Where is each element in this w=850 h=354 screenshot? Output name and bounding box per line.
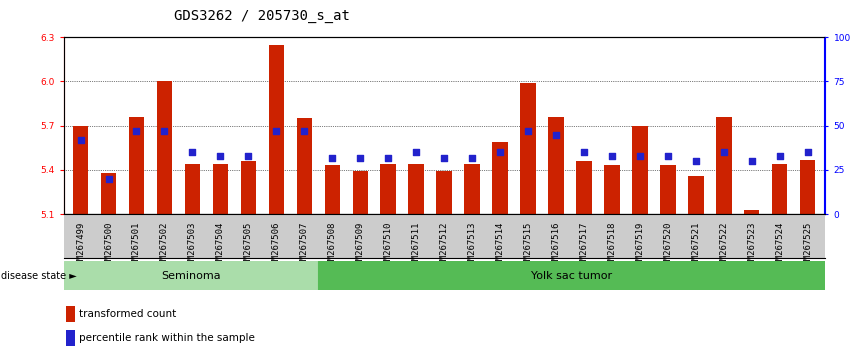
Bar bbox=[156, 81, 173, 214]
Bar bbox=[269, 45, 284, 214]
Point bbox=[745, 158, 758, 164]
Bar bbox=[353, 171, 368, 214]
Bar bbox=[688, 176, 704, 214]
Point bbox=[102, 176, 116, 182]
Bar bbox=[772, 164, 787, 214]
Text: Yolk sac tumor: Yolk sac tumor bbox=[530, 271, 612, 281]
Text: GDS3262 / 205730_s_at: GDS3262 / 205730_s_at bbox=[174, 9, 350, 23]
Point bbox=[326, 155, 339, 160]
Bar bbox=[660, 165, 676, 214]
Point bbox=[465, 155, 479, 160]
Bar bbox=[548, 117, 564, 214]
Point bbox=[661, 153, 675, 159]
Point bbox=[801, 149, 814, 155]
Point bbox=[185, 149, 199, 155]
Bar bbox=[409, 164, 424, 214]
Bar bbox=[576, 161, 592, 214]
Bar bbox=[212, 164, 228, 214]
Point bbox=[437, 155, 451, 160]
Text: transformed count: transformed count bbox=[79, 309, 176, 319]
Point bbox=[269, 128, 283, 134]
Bar bbox=[436, 171, 452, 214]
Bar bbox=[101, 173, 116, 214]
Point bbox=[717, 149, 731, 155]
Point bbox=[605, 153, 619, 159]
Bar bbox=[73, 126, 88, 214]
Bar bbox=[64, 261, 318, 290]
Bar bbox=[325, 165, 340, 214]
Point bbox=[130, 128, 144, 134]
Text: percentile rank within the sample: percentile rank within the sample bbox=[79, 332, 255, 343]
Bar bbox=[492, 142, 507, 214]
Point bbox=[298, 128, 311, 134]
Text: Seminoma: Seminoma bbox=[162, 271, 221, 281]
Point bbox=[410, 149, 423, 155]
Bar bbox=[632, 126, 648, 214]
Point bbox=[213, 153, 227, 159]
Bar bbox=[800, 160, 815, 214]
Bar bbox=[297, 118, 312, 214]
Bar bbox=[241, 161, 256, 214]
Point bbox=[493, 149, 507, 155]
Point bbox=[241, 153, 255, 159]
Bar bbox=[65, 330, 75, 346]
Bar bbox=[318, 261, 824, 290]
Bar bbox=[129, 117, 144, 214]
Point bbox=[157, 128, 171, 134]
Point bbox=[354, 155, 367, 160]
Point bbox=[382, 155, 395, 160]
Point bbox=[521, 128, 535, 134]
Point bbox=[689, 158, 703, 164]
Bar bbox=[184, 164, 200, 214]
Bar bbox=[464, 164, 479, 214]
Bar bbox=[381, 164, 396, 214]
Point bbox=[74, 137, 88, 143]
Bar bbox=[716, 117, 732, 214]
Text: disease state ►: disease state ► bbox=[1, 271, 76, 281]
Bar bbox=[744, 210, 759, 214]
Point bbox=[549, 132, 563, 137]
Point bbox=[633, 153, 647, 159]
Bar bbox=[65, 306, 75, 322]
Point bbox=[577, 149, 591, 155]
Point bbox=[773, 153, 786, 159]
Bar bbox=[604, 165, 620, 214]
Bar bbox=[520, 83, 536, 214]
